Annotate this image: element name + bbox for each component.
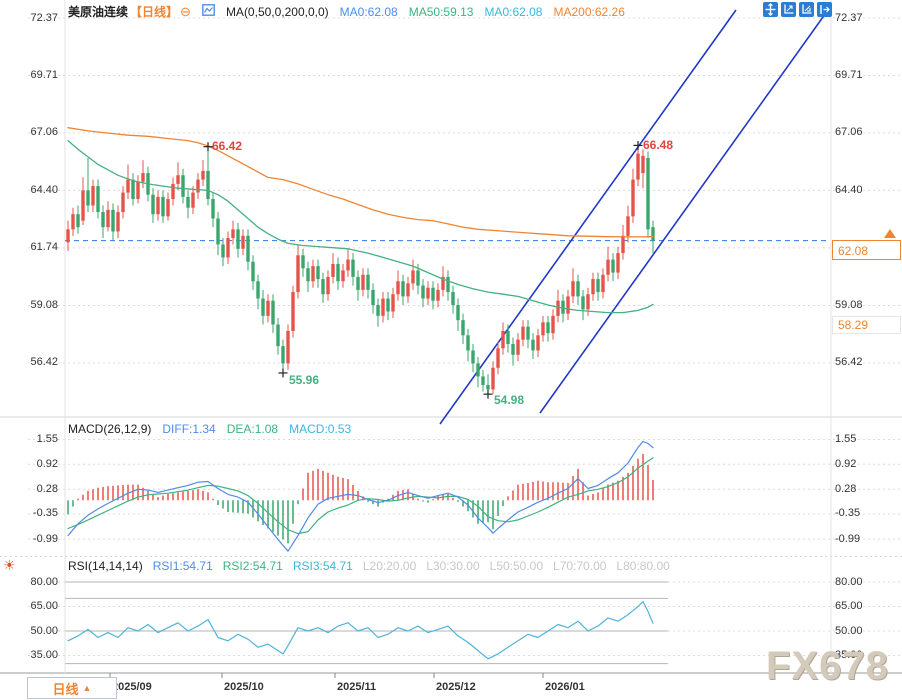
y-axis-label-left: 65.00 — [30, 600, 58, 612]
y-axis-label-left: -0.35 — [32, 507, 58, 520]
y-axis-label-left: 35.00 — [30, 648, 58, 661]
zoom-y-axis-icon[interactable] — [781, 2, 796, 17]
y-axis-label-left: 50.00 — [30, 624, 58, 637]
current-price-tag: 62.08 — [832, 240, 901, 260]
price-annotation-low: 54.98 — [494, 393, 525, 407]
ma-settings-label: MA(0,50,0,200,0,0) — [225, 4, 329, 19]
rsi-level-50: L50:50.00 — [489, 559, 544, 573]
date-axis-label: 2025/09 — [112, 681, 152, 693]
y-axis-label-right: 50.00 — [835, 624, 863, 637]
ma200-value: MA200:62.26 — [553, 4, 625, 19]
y-axis-label-left: 72.37 — [30, 11, 58, 24]
watermark: FX678 — [766, 644, 889, 688]
price-up-triangle-icon — [884, 229, 896, 238]
y-axis-label-right: 1.55 — [835, 433, 857, 446]
pan-icon[interactable] — [763, 2, 778, 17]
period-button-label: 日线 — [52, 681, 79, 697]
macd-title: MACD(26,12,9) — [68, 422, 152, 436]
y-axis-label-left: 59.08 — [30, 298, 58, 311]
dea-value: DEA:1.08 — [226, 422, 279, 436]
date-axis-label: 2025/12 — [436, 681, 476, 693]
y-axis-label-right: -0.35 — [835, 507, 861, 520]
y-axis-label-right: 59.08 — [835, 298, 863, 311]
y-axis-label-left: 69.71 — [30, 69, 58, 82]
y-axis-label-left: 1.55 — [36, 433, 58, 446]
y-axis-label-right: 0.92 — [835, 457, 857, 470]
y-axis-label-right: 65.00 — [835, 600, 863, 612]
y-axis-label-left: 67.06 — [30, 126, 58, 139]
rsi-level-80: L80:80.00 — [616, 559, 670, 573]
chart-toolbar — [763, 2, 832, 17]
y-axis-label-left: -0.99 — [32, 532, 58, 545]
y-axis-label-left: 56.42 — [30, 356, 58, 369]
indicator-icon[interactable] — [202, 4, 215, 19]
y-axis-label-right: 80.00 — [835, 575, 863, 588]
y-axis-label-right: 64.40 — [835, 183, 863, 196]
sun-icon[interactable]: ☀ — [3, 557, 16, 573]
rsi-level-30: L30:30.00 — [426, 559, 480, 573]
macd-header: MACD(26,12,9) DIFF:1.34 DEA:1.08 MACD:0.… — [68, 422, 351, 436]
date-axis-label: 2025/10 — [224, 681, 264, 693]
symbol-name: 美原油连续 — [68, 5, 129, 19]
ma50-value: MA50:59.13 — [408, 4, 474, 19]
y-axis-label-right: 69.71 — [835, 69, 863, 82]
price-annotation-high: 66.48 — [643, 138, 674, 152]
rsi-title: RSI(14,14,14) — [68, 559, 143, 573]
previous-close-tag: 58.29 — [832, 316, 901, 334]
price-annotation-low: 55.96 — [289, 373, 320, 387]
y-axis-label-right: 72.37 — [835, 11, 863, 24]
triangle-up-icon: ▲ — [82, 683, 92, 693]
rsi-level-70: L70:70.00 — [553, 559, 607, 573]
y-axis-label-right: 35.00 — [835, 648, 863, 661]
rsi2-value: RSI2:54.71 — [222, 559, 283, 573]
y-axis-label-right: 67.06 — [835, 126, 863, 139]
y-axis-label-left: 0.28 — [36, 482, 58, 495]
period-tag: 【日线】 — [130, 5, 179, 19]
ma0b-value: MA0:62.08 — [484, 4, 543, 19]
rsi-header: RSI(14,14,14) RSI1:54.71 RSI2:54.71 RSI3… — [68, 559, 670, 573]
main-chart-header: 美原油连续 【日线】 ⊖ MA(0,50,0,200,0,0) MA0:62.0… — [68, 3, 625, 20]
date-axis-label: 2026/01 — [545, 681, 585, 693]
rsi-level-20: L20:20.00 — [362, 559, 417, 573]
y-axis-label-left: 80.00 — [30, 575, 58, 588]
collapse-icon[interactable]: ⊖ — [180, 4, 191, 19]
date-axis-label: 2025/11 — [337, 681, 377, 693]
ma0-value: MA0:62.08 — [339, 4, 398, 19]
rsi1-value: RSI1:54.71 — [152, 559, 213, 573]
shift-right-icon[interactable] — [817, 2, 832, 17]
zoom-x-axis-icon[interactable] — [799, 2, 814, 17]
y-axis-label-left: 64.40 — [30, 183, 58, 196]
y-axis-label-left: 61.74 — [30, 241, 58, 254]
y-axis-label-left: 0.92 — [36, 457, 58, 470]
macd-value: MACD:0.53 — [289, 422, 352, 436]
y-axis-label-right: 56.42 — [835, 356, 863, 369]
y-axis-label-right: -0.99 — [835, 532, 861, 545]
rsi3-value: RSI3:54.71 — [292, 559, 353, 573]
y-axis-label-right: 0.28 — [835, 482, 857, 495]
price-annotation-high: 66.42 — [212, 139, 243, 153]
diff-value: DIFF:1.34 — [162, 422, 216, 436]
period-button[interactable]: 日线 ▲ — [27, 677, 117, 699]
